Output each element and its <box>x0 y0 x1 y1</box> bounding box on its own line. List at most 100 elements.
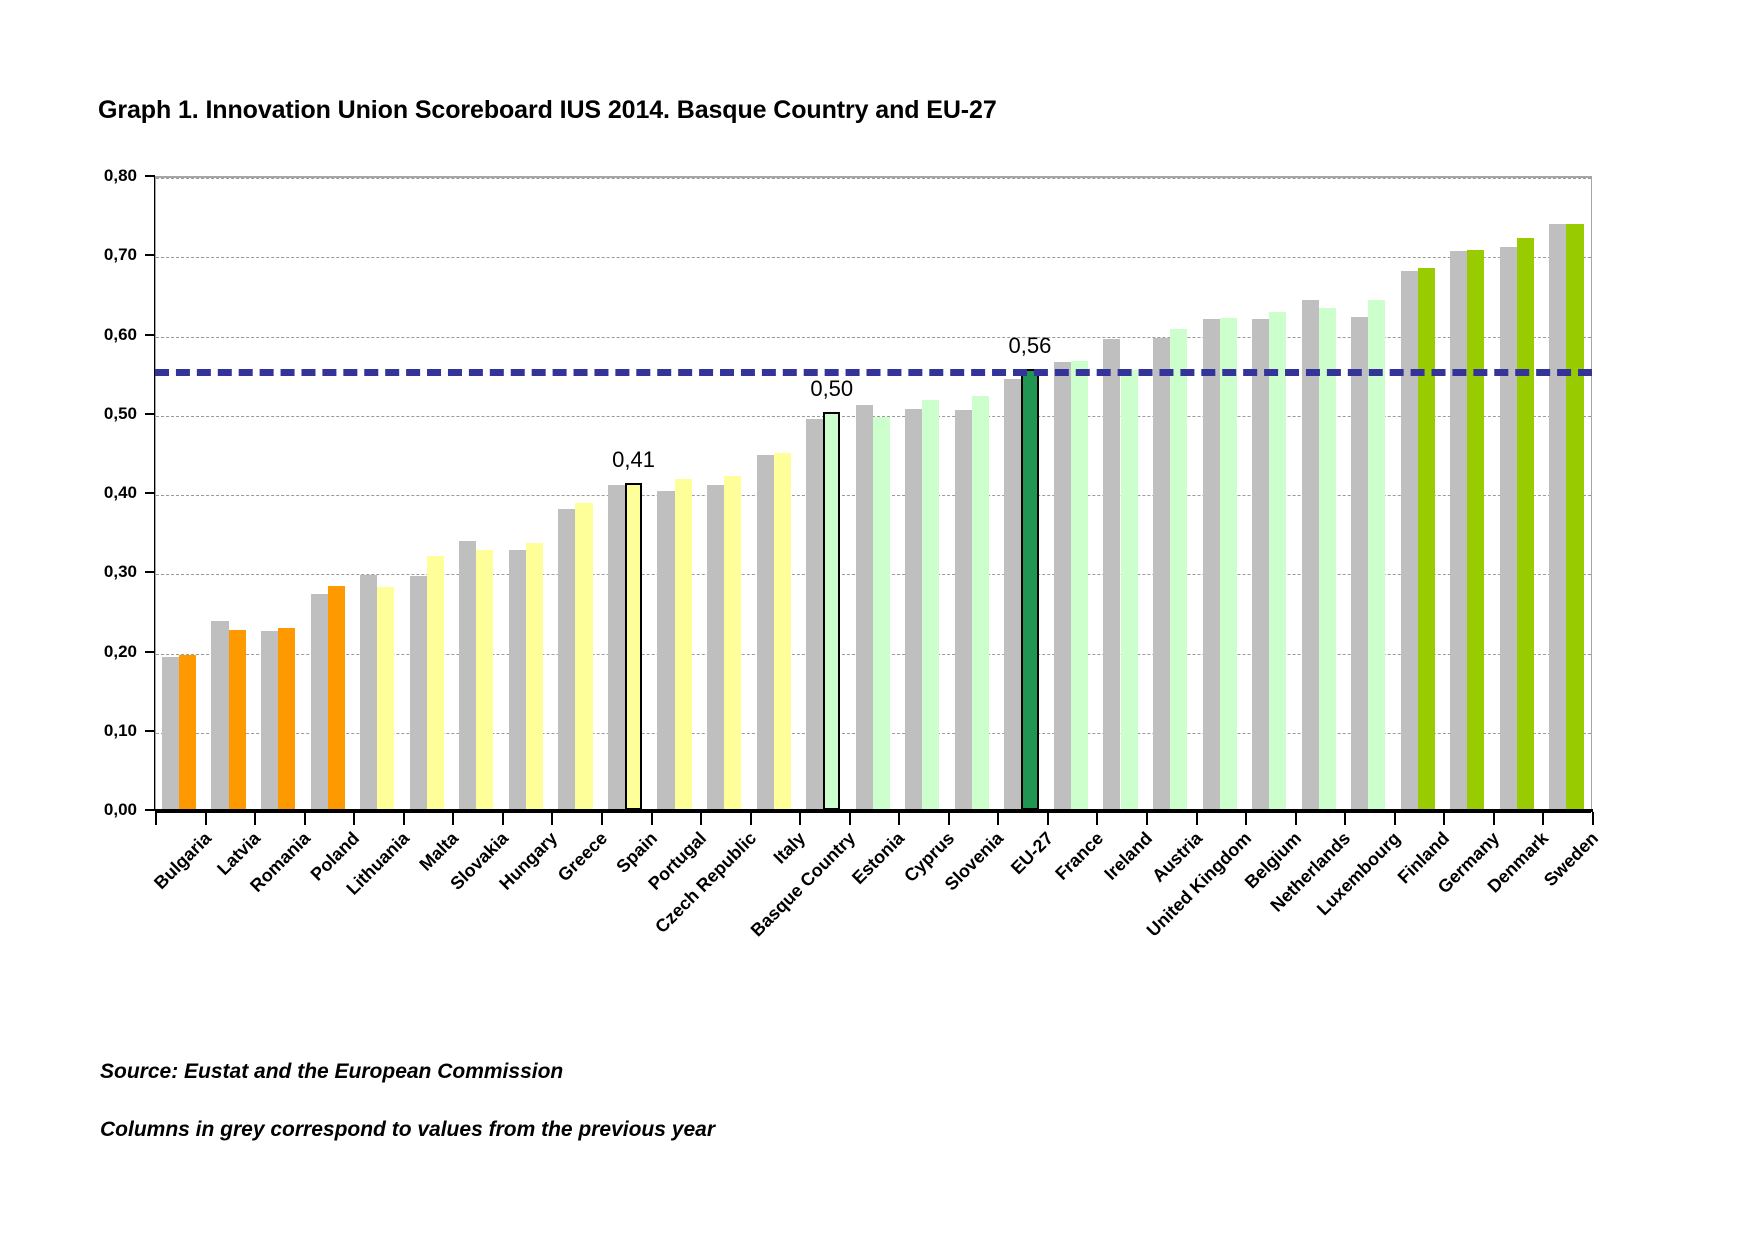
bar-current-year[interactable] <box>1516 237 1535 810</box>
bar-group[interactable] <box>700 176 750 810</box>
bar-current-year[interactable] <box>377 587 395 810</box>
bar-current-year[interactable] <box>1318 308 1336 810</box>
bar-previous-year[interactable] <box>261 630 279 810</box>
x-axis-tick-mark <box>1542 812 1545 825</box>
bar-current-year[interactable] <box>872 416 890 810</box>
bar-current-year[interactable] <box>1566 223 1584 810</box>
bar-group[interactable] <box>1394 176 1444 810</box>
x-axis-tick-mark <box>204 812 207 825</box>
bar-previous-year[interactable] <box>1450 251 1468 810</box>
bar-previous-year[interactable] <box>1053 362 1071 810</box>
bar-previous-year[interactable] <box>607 485 625 810</box>
bar-current-year[interactable] <box>823 412 841 810</box>
bar-current-year[interactable] <box>1368 300 1386 810</box>
bar-group[interactable] <box>948 176 998 810</box>
bar-group[interactable] <box>849 176 899 810</box>
x-axis-tick-mark <box>997 812 1000 825</box>
bar-group[interactable] <box>1096 176 1146 810</box>
bar-current-year[interactable] <box>525 542 543 810</box>
bar-group[interactable] <box>1344 176 1394 810</box>
bar-previous-year[interactable] <box>905 409 923 810</box>
bar-current-year[interactable] <box>575 503 593 810</box>
bar-previous-year[interactable] <box>954 409 972 810</box>
bar-current-year[interactable] <box>476 550 494 810</box>
bar-current-year[interactable] <box>327 585 345 810</box>
x-axis-tick-mark <box>551 812 554 825</box>
x-axis-tick-mark <box>353 812 356 825</box>
bar-group[interactable] <box>155 176 205 810</box>
bar-group[interactable] <box>997 176 1047 810</box>
gridline <box>156 812 1591 813</box>
bar-previous-year[interactable] <box>1202 318 1220 810</box>
bar-current-year[interactable] <box>1269 312 1287 810</box>
bar-group[interactable] <box>1146 176 1196 810</box>
bar-current-year[interactable] <box>773 453 791 810</box>
y-axis-tick-label: 0,60 <box>103 324 137 344</box>
bar-group[interactable] <box>651 176 701 810</box>
x-axis-tick-mark <box>452 812 455 825</box>
bar-previous-year[interactable] <box>657 491 675 810</box>
bar-group[interactable] <box>205 176 255 810</box>
bar-previous-year[interactable] <box>1004 378 1022 810</box>
bar-previous-year[interactable] <box>360 574 378 810</box>
bar-current-year[interactable] <box>278 627 296 810</box>
bar-group[interactable] <box>353 176 403 810</box>
bar-previous-year[interactable] <box>1252 318 1270 810</box>
bar-current-year[interactable] <box>1417 267 1435 810</box>
bar-previous-year[interactable] <box>558 508 576 810</box>
bar-current-year[interactable] <box>724 476 742 810</box>
bar-current-year[interactable] <box>674 478 692 810</box>
bar-previous-year[interactable] <box>161 657 180 810</box>
bar-previous-year[interactable] <box>310 593 328 810</box>
bar-group[interactable] <box>502 176 552 810</box>
bar-previous-year[interactable] <box>756 454 774 810</box>
bar-group[interactable] <box>1493 176 1543 810</box>
bar-current-year[interactable] <box>1170 328 1188 810</box>
bar-current-year[interactable] <box>1070 361 1089 810</box>
bar-previous-year[interactable] <box>855 405 873 810</box>
bar-current-year[interactable] <box>179 654 197 810</box>
bar-group[interactable] <box>1443 176 1493 810</box>
bar-previous-year[interactable] <box>1400 271 1418 810</box>
bar-group[interactable] <box>799 176 849 810</box>
bar-group[interactable] <box>1542 176 1592 810</box>
y-axis-tick-mark <box>145 571 155 574</box>
bar-group[interactable] <box>403 176 453 810</box>
bar-previous-year[interactable] <box>1152 338 1171 810</box>
bar-group[interactable] <box>452 176 502 810</box>
bar-group[interactable] <box>1245 176 1295 810</box>
bar-current-year[interactable] <box>426 556 444 810</box>
bar-current-year[interactable] <box>1120 370 1138 810</box>
bar-previous-year[interactable] <box>508 550 526 810</box>
x-axis-tick-mark <box>947 812 950 825</box>
y-axis-tick-label: 0,40 <box>103 483 137 502</box>
bar-previous-year[interactable] <box>211 620 229 810</box>
bar-group[interactable] <box>1295 176 1345 810</box>
bar-previous-year[interactable] <box>1549 223 1567 810</box>
bar-previous-year[interactable] <box>1103 339 1121 810</box>
x-axis-tick-mark <box>1046 812 1049 825</box>
bar-current-year[interactable] <box>1021 369 1039 810</box>
bar-group[interactable] <box>601 176 651 810</box>
bar-previous-year[interactable] <box>806 418 824 810</box>
bar-current-year[interactable] <box>1219 317 1237 810</box>
bar-previous-year[interactable] <box>1499 247 1517 810</box>
bar-group[interactable] <box>551 176 601 810</box>
bar-current-year[interactable] <box>922 400 940 810</box>
bar-group[interactable] <box>254 176 304 810</box>
bar-group[interactable] <box>750 176 800 810</box>
bar-previous-year[interactable] <box>1301 300 1319 810</box>
bar-current-year[interactable] <box>971 396 989 810</box>
bar-current-year[interactable] <box>228 630 246 810</box>
bar-group[interactable] <box>1047 176 1097 810</box>
bar-group[interactable] <box>1196 176 1246 810</box>
bar-group[interactable] <box>304 176 354 810</box>
bar-previous-year[interactable] <box>459 540 477 810</box>
bar-group[interactable] <box>898 176 948 810</box>
bar-previous-year[interactable] <box>409 576 427 810</box>
bar-previous-year[interactable] <box>1351 317 1369 810</box>
bar-previous-year[interactable] <box>706 485 725 810</box>
bar-current-year[interactable] <box>1467 249 1485 810</box>
bar-current-year[interactable] <box>624 482 643 810</box>
y-axis-tick-mark <box>145 729 155 732</box>
